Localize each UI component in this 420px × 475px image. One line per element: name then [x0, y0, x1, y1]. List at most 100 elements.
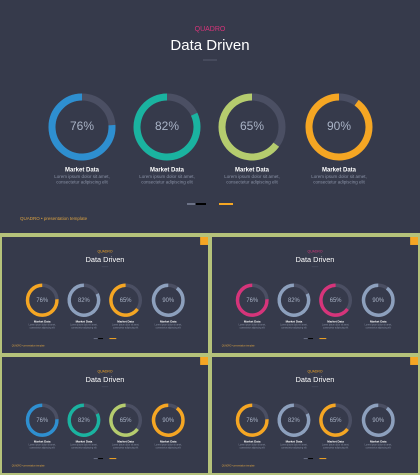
- donut-label: 82%: [288, 298, 300, 304]
- donut-arc: [25, 283, 59, 317]
- donut-label: 82%: [288, 418, 300, 424]
- donut-arc: [235, 283, 269, 317]
- pager: [319, 338, 327, 340]
- slide-subtitle: QUADRO: [308, 369, 323, 373]
- category-label: Market Data: [117, 319, 134, 323]
- slide-subtitle: QUADRO: [195, 26, 226, 33]
- category-label: Market Data: [160, 319, 177, 323]
- donut-arc: [151, 403, 185, 437]
- slide-background: [0, 0, 420, 233]
- donut-arc: [48, 93, 116, 161]
- category-label: Market Data: [327, 439, 344, 443]
- donut-label: 82%: [78, 298, 90, 304]
- pager: [109, 458, 117, 460]
- donut-label: 76%: [36, 418, 48, 424]
- donut-label: 65%: [120, 298, 132, 304]
- corner-accent: [410, 237, 418, 245]
- donut-arc: [67, 283, 101, 317]
- category-label: Market Data: [370, 319, 387, 323]
- category-label: Market Data: [235, 168, 270, 174]
- description: consectetur adipiscing elit: [240, 446, 266, 449]
- category-label: Market Data: [160, 439, 177, 443]
- slide-subtitle: QUADRO: [98, 249, 113, 253]
- category-label: Market Data: [117, 439, 134, 443]
- pager: [109, 338, 117, 340]
- pager: [98, 338, 104, 340]
- slide-background: [212, 237, 418, 353]
- donut-arc: [277, 403, 311, 437]
- description: consectetur adipiscing elit: [156, 446, 182, 449]
- donut-arc: [277, 283, 311, 317]
- category-label: Market Data: [76, 319, 93, 323]
- description: consectetur adipiscing elit: [113, 446, 139, 449]
- slide-background: [2, 237, 208, 353]
- donut-arc: [235, 403, 269, 437]
- donut-label: 76%: [246, 418, 258, 424]
- slide-title: Data Driven: [296, 255, 335, 264]
- description: Lorem ipsum dolor sit amet,: [29, 444, 57, 447]
- description: consectetur adipiscing elit: [366, 326, 392, 329]
- divider-dot: [215, 59, 217, 61]
- donut-arc: [67, 403, 101, 437]
- description: consectetur adipiscing elit: [313, 180, 365, 185]
- donut-label: 90%: [162, 418, 174, 424]
- category-label: Market Data: [65, 168, 100, 174]
- pager: [219, 203, 233, 205]
- pager: [98, 458, 104, 460]
- donut-label: 76%: [70, 119, 94, 133]
- donut-label: 82%: [155, 119, 179, 133]
- description: Lorem ipsum dolor sit amet,: [70, 444, 98, 447]
- description: consectetur adipiscing elit: [156, 326, 182, 329]
- description: Lorem ipsum dolor sit amet,: [54, 174, 110, 179]
- pager: [308, 338, 314, 340]
- description: consectetur adipiscing elit: [113, 326, 139, 329]
- description: Lorem ipsum dolor sit amet,: [280, 324, 308, 327]
- category-label: Market Data: [327, 319, 344, 323]
- category-label: Market Data: [34, 439, 51, 443]
- divider-dot: [203, 59, 205, 61]
- description: consectetur adipiscing elit: [366, 446, 392, 449]
- divider-dot: [207, 59, 209, 61]
- divider-dot: [213, 59, 215, 61]
- donut-arc: [109, 403, 139, 437]
- category-label: Market Data: [286, 439, 303, 443]
- description: Lorem ipsum dolor sit amet,: [155, 444, 183, 447]
- donut-arc: [133, 93, 201, 161]
- pager: [303, 458, 308, 460]
- description: Lorem ipsum dolor sit amet,: [29, 324, 57, 327]
- description: consectetur adipiscing elit: [323, 446, 349, 449]
- slide-title: Data Driven: [296, 375, 335, 384]
- donut-label: 90%: [162, 298, 174, 304]
- donut-arc: [218, 93, 280, 161]
- pager: [187, 203, 195, 205]
- description: Lorem ipsum dolor sit amet,: [155, 324, 183, 327]
- description: Lorem ipsum dolor sit amet,: [322, 324, 350, 327]
- slide-subtitle: QUADRO: [308, 249, 323, 253]
- description: consectetur adipiscing elit: [281, 446, 307, 449]
- category-label: Market Data: [322, 168, 357, 174]
- description: Lorem ipsum dolor sit amet,: [112, 324, 140, 327]
- donut-arc: [109, 283, 139, 317]
- slide-title: Data Driven: [86, 255, 125, 264]
- donut-label: 76%: [36, 298, 48, 304]
- donut-label: 76%: [246, 298, 258, 304]
- donut-label: 65%: [120, 418, 132, 424]
- donut-label: 65%: [240, 119, 264, 133]
- donut-arc: [319, 403, 349, 437]
- divider-dot: [205, 59, 207, 61]
- description: consectetur adipiscing elit: [71, 446, 97, 449]
- pager: [319, 458, 327, 460]
- corner-accent: [200, 357, 208, 365]
- slide-title: Data Driven: [170, 37, 249, 54]
- description: Lorem ipsum dolor sit amet,: [112, 444, 140, 447]
- slide-background: [2, 357, 208, 473]
- donut-arc: [151, 283, 185, 317]
- category-label: Market Data: [150, 168, 185, 174]
- description: Lorem ipsum dolor sit amet,: [311, 174, 367, 179]
- category-label: Market Data: [370, 439, 387, 443]
